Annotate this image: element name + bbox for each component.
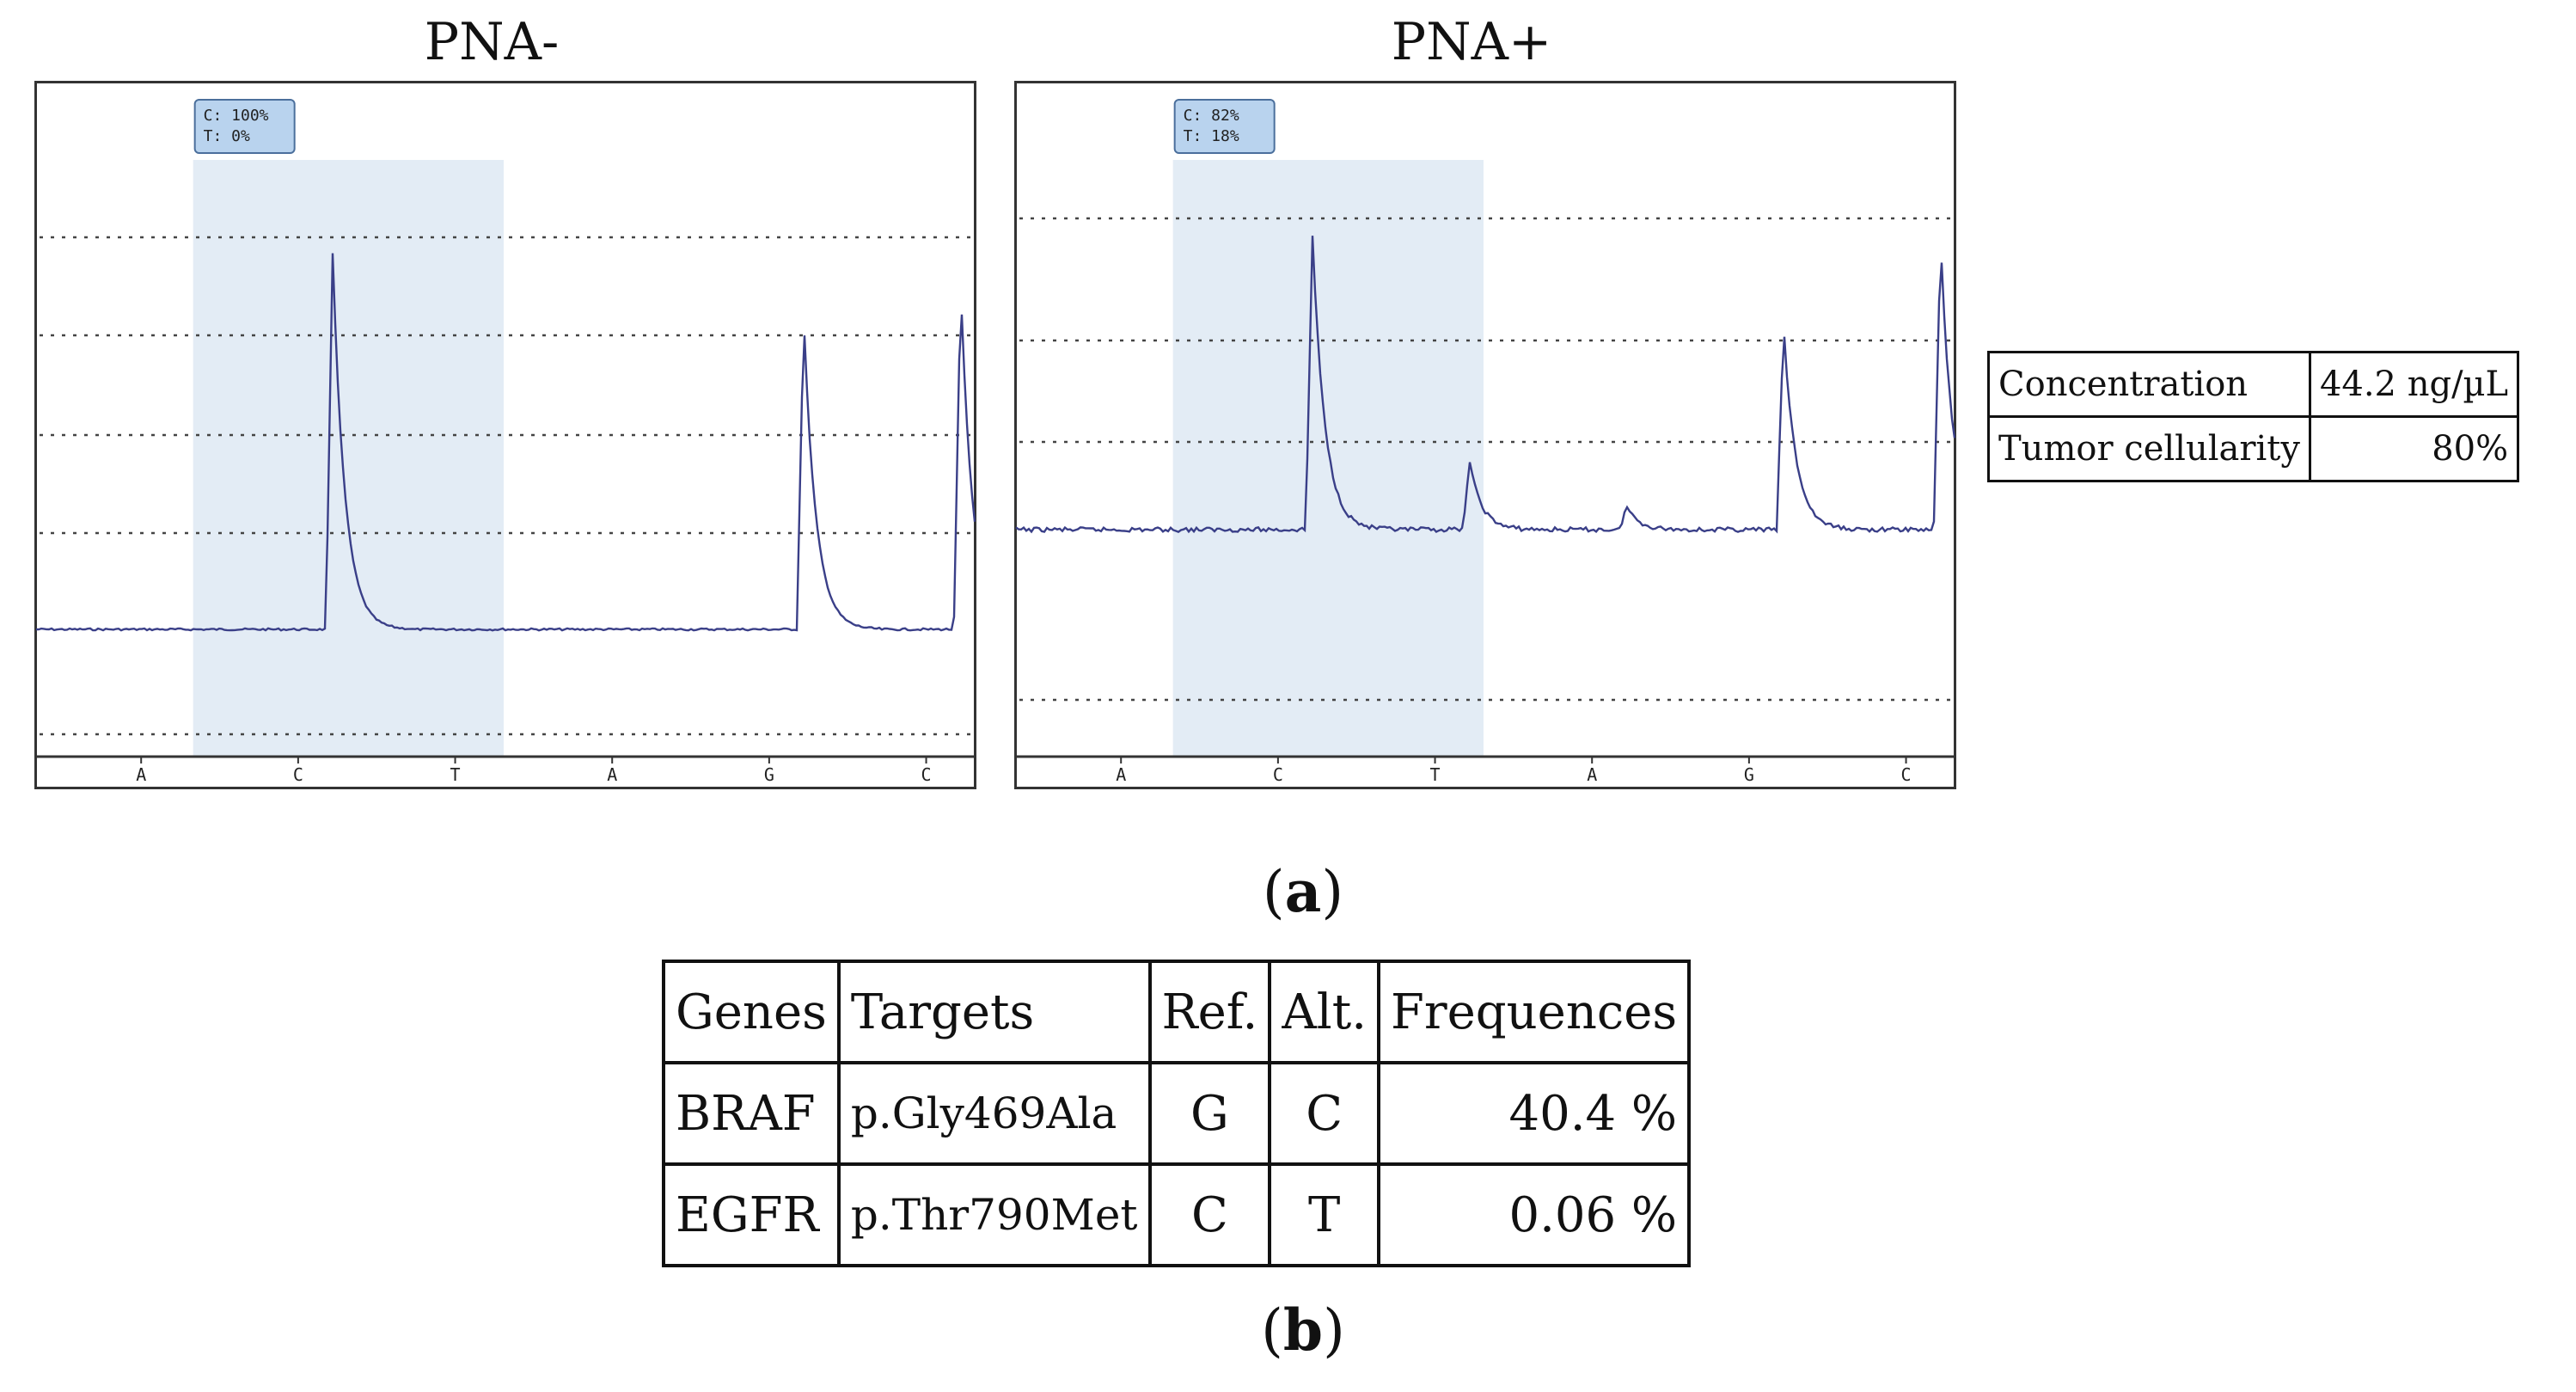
plot-frame (1014, 81, 1956, 789)
caption-b: (b) (1174, 1297, 1432, 1364)
base-label-c: C (1901, 764, 1912, 785)
base-label-c: C (921, 764, 932, 785)
caption-b-letter: b (1282, 1297, 1324, 1364)
table-row: BRAF p.Gly469Ala G C 40.4 % (662, 1061, 1692, 1166)
base-label-a: A (607, 764, 617, 785)
pyrogram-title-pna-plus: PNA+ (1391, 12, 1552, 72)
header-ref: Ref. (1147, 960, 1272, 1064)
base-label-a: A (1587, 764, 1597, 785)
pyrogram-pna-minus: A C T A G C C: 100% T: 0% (34, 81, 976, 789)
table-row: EGFR p.Thr790Met C T 0.06 % (662, 1162, 1692, 1267)
ref-cell: C (1147, 1162, 1272, 1267)
table-row: Tumor cellularity 80% (1987, 415, 2520, 482)
caption-a: (a) (1174, 858, 1432, 925)
caption-b-close: ) (1323, 1297, 1345, 1364)
target-cell: p.Gly469Ala (836, 1061, 1152, 1166)
frequency-cell: 40.4 % (1376, 1061, 1692, 1166)
base-label-a: A (136, 764, 146, 785)
header-targets: Targets (836, 960, 1152, 1064)
concentration-label: Concentration (1987, 351, 2311, 418)
readout-line: C: 100% (204, 107, 269, 125)
readout-box (1173, 99, 1276, 154)
caption-b-open: ( (1261, 1297, 1283, 1364)
readout-line: T: 18% (1184, 127, 1239, 145)
frequency-cell: 0.06 % (1376, 1162, 1692, 1267)
caption-a-open: ( (1262, 859, 1285, 925)
caption-a-letter: a (1284, 858, 1322, 925)
header-alt: Alt. (1268, 960, 1380, 1064)
pyrogram-pna-minus-plot: A C T A G C C: 100% T: 0% (34, 81, 976, 789)
pyrogram-title-pna-minus: PNA- (424, 12, 560, 72)
readout-line: C: 82% (1184, 107, 1239, 125)
allele-readout: C: 100% T: 0% (193, 99, 296, 154)
highlight-region (193, 160, 504, 757)
alt-cell: C (1268, 1061, 1380, 1166)
tumor-cellularity-value: 80% (2308, 415, 2520, 482)
target-cell: p.Thr790Met (836, 1162, 1152, 1267)
signal-trace (1015, 236, 1956, 534)
signal-trace (35, 253, 976, 632)
base-label-c: C (293, 764, 303, 785)
base-label-t: T (450, 764, 461, 785)
readout-box (193, 99, 296, 154)
base-label-g: G (1744, 764, 1754, 785)
ref-cell: G (1147, 1061, 1272, 1166)
mutation-table: Genes Targets Ref. Alt. Frequences BRAF … (662, 960, 1692, 1267)
highlight-region (1172, 160, 1484, 757)
readout-line: T: 0% (204, 127, 250, 145)
base-label-a: A (1116, 764, 1126, 785)
pyrogram-pna-plus-plot: A C T A G C C: 82% T: 18% (1014, 81, 1956, 789)
base-label-t: T (1430, 764, 1441, 785)
alt-cell: T (1268, 1162, 1380, 1267)
table-header-row: Genes Targets Ref. Alt. Frequences (662, 960, 1692, 1064)
header-frequences: Frequences (1376, 960, 1692, 1064)
base-label-g: G (764, 764, 774, 785)
sample-info-table: Concentration 44.2 ng/µL Tumor cellulari… (1987, 351, 2520, 482)
gene-cell: BRAF (662, 1061, 841, 1166)
caption-a-close: ) (1321, 859, 1344, 925)
allele-readout: C: 82% T: 18% (1173, 99, 1276, 154)
header-genes: Genes (662, 960, 841, 1064)
tumor-cellularity-label: Tumor cellularity (1987, 415, 2311, 482)
plot-frame (34, 81, 976, 789)
table-row: Concentration 44.2 ng/µL (1987, 351, 2520, 418)
concentration-value: 44.2 ng/µL (2308, 351, 2520, 418)
gene-cell: EGFR (662, 1162, 841, 1267)
pyrogram-pna-plus: A C T A G C C: 82% T: 18% (1014, 81, 1956, 789)
base-label-c: C (1273, 764, 1283, 785)
